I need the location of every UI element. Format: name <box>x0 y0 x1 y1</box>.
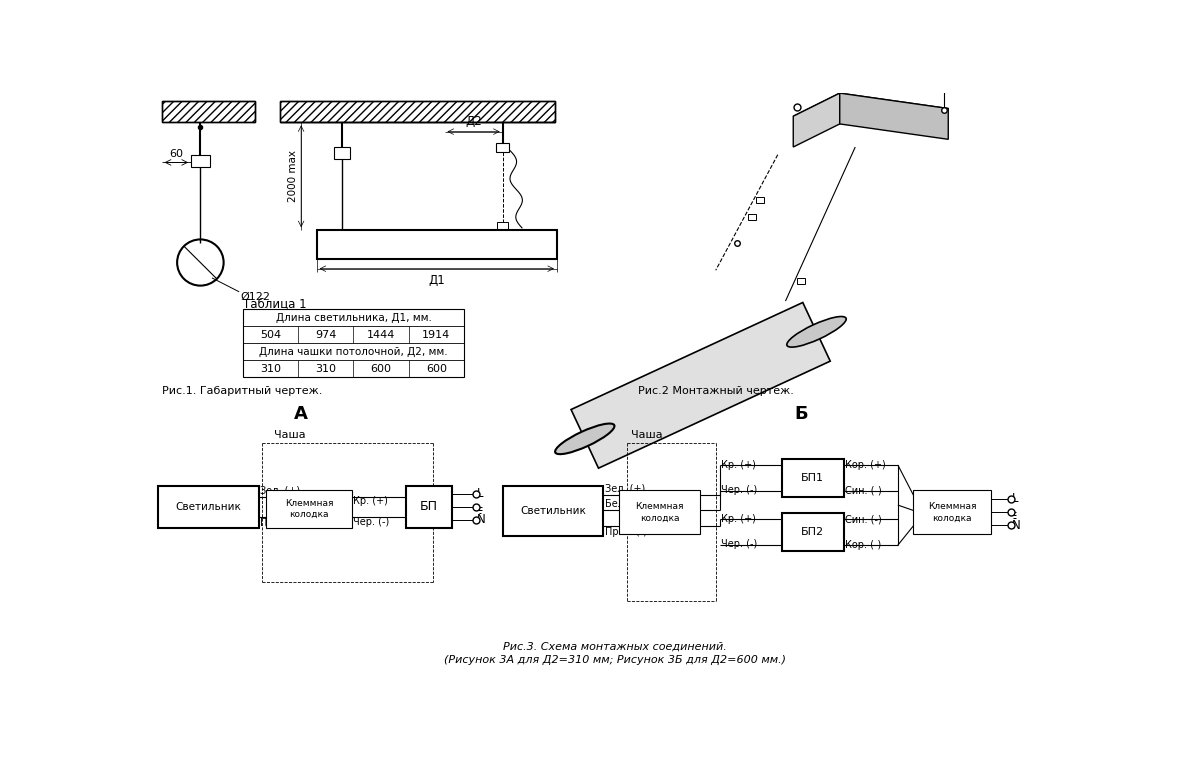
Text: БП1: БП1 <box>802 473 824 483</box>
Bar <box>619 490 701 535</box>
Text: Син. (-): Син. (-) <box>845 486 882 496</box>
Bar <box>913 490 991 535</box>
Text: Чер. (-): Чер. (-) <box>353 517 389 527</box>
Text: 1444: 1444 <box>367 330 395 340</box>
Bar <box>503 486 604 536</box>
Ellipse shape <box>787 317 846 347</box>
Bar <box>749 214 756 220</box>
Polygon shape <box>793 93 948 132</box>
Bar <box>756 197 764 203</box>
Text: Проз. (-): Проз. (-) <box>260 518 302 528</box>
Text: N: N <box>478 513 486 526</box>
Text: Чер. (-): Чер. (-) <box>721 485 757 495</box>
Text: 60: 60 <box>169 148 184 158</box>
Text: Чаша: Чаша <box>630 431 662 440</box>
Text: Рис.1. Габаритный чертеж.: Рис.1. Габаритный чертеж. <box>162 386 322 396</box>
Text: 1914: 1914 <box>422 330 450 340</box>
Text: 2000 max: 2000 max <box>288 151 299 203</box>
Bar <box>335 147 350 158</box>
Bar <box>406 486 452 528</box>
Bar <box>317 230 557 259</box>
Text: Бел. (+): Бел. (+) <box>605 499 646 509</box>
Bar <box>162 101 254 123</box>
Text: Д2: Д2 <box>466 115 482 128</box>
Text: Длина чашки потолочной, Д2, мм.: Длина чашки потолочной, Д2, мм. <box>259 347 448 357</box>
Text: L: L <box>1012 493 1019 505</box>
Bar <box>157 486 258 528</box>
Text: Проз. (-): Проз. (-) <box>605 528 647 538</box>
Text: Зел. (+): Зел. (+) <box>605 483 646 494</box>
Text: БП: БП <box>420 501 438 514</box>
Text: Б: Б <box>794 405 808 423</box>
Polygon shape <box>571 303 830 468</box>
Text: Кр. (+): Кр. (+) <box>721 514 756 525</box>
Text: Кр. (+): Кр. (+) <box>721 460 756 470</box>
Bar <box>797 278 805 284</box>
Text: 974: 974 <box>316 330 336 340</box>
Polygon shape <box>840 93 948 140</box>
Text: L: L <box>478 487 484 500</box>
Text: Кор. (-): Кор. (-) <box>845 540 882 549</box>
Text: БП2: БП2 <box>802 527 824 537</box>
Polygon shape <box>793 93 840 147</box>
Ellipse shape <box>556 424 614 454</box>
Text: Рис.2 Монтажный чертеж.: Рис.2 Монтажный чертеж. <box>638 386 794 396</box>
Text: Длина светильника, Д1, мм.: Длина светильника, Д1, мм. <box>276 313 431 323</box>
Text: Рис.3. Схема монтажных соединений.: Рис.3. Схема монтажных соединений. <box>503 641 727 651</box>
Bar <box>497 223 508 230</box>
Text: 310: 310 <box>260 364 281 374</box>
Text: Кор. (+): Кор. (+) <box>845 460 886 470</box>
Text: А: А <box>294 405 308 423</box>
Bar <box>781 459 844 497</box>
Text: 310: 310 <box>316 364 336 374</box>
Text: Чаша: Чаша <box>274 431 306 440</box>
Text: Кр. (+): Кр. (+) <box>353 496 388 506</box>
Bar <box>242 310 464 377</box>
Text: Зол. (+): Зол. (+) <box>260 486 300 496</box>
Text: 600: 600 <box>426 364 446 374</box>
Bar <box>281 101 556 123</box>
Text: (Рисунок 3А для Д2=310 мм; Рисунок 3Б для Д2=600 мм.): (Рисунок 3А для Д2=310 мм; Рисунок 3Б дл… <box>444 655 786 665</box>
Text: Клеммная
колодка: Клеммная колодка <box>635 501 684 522</box>
Bar <box>781 513 844 551</box>
Text: N: N <box>1012 518 1020 532</box>
Bar <box>497 143 509 152</box>
Text: Д1: Д1 <box>428 274 445 287</box>
Text: Таблица 1: Таблица 1 <box>242 297 307 310</box>
Text: Чер. (-): Чер. (-) <box>721 539 757 549</box>
Text: Ø122: Ø122 <box>241 292 271 302</box>
Text: Светильник: Светильник <box>520 506 586 516</box>
Text: 600: 600 <box>371 364 391 374</box>
Bar <box>266 490 352 528</box>
Bar <box>162 101 254 123</box>
Text: 504: 504 <box>260 330 281 340</box>
Text: Светильник: Светильник <box>175 502 241 512</box>
Bar <box>191 154 210 167</box>
Text: Клеммная
колодка: Клеммная колодка <box>928 501 977 522</box>
Text: Син. (-): Син. (-) <box>845 514 882 525</box>
Text: Клеммная
колодка: Клеммная колодка <box>284 498 334 519</box>
Bar <box>281 101 556 123</box>
